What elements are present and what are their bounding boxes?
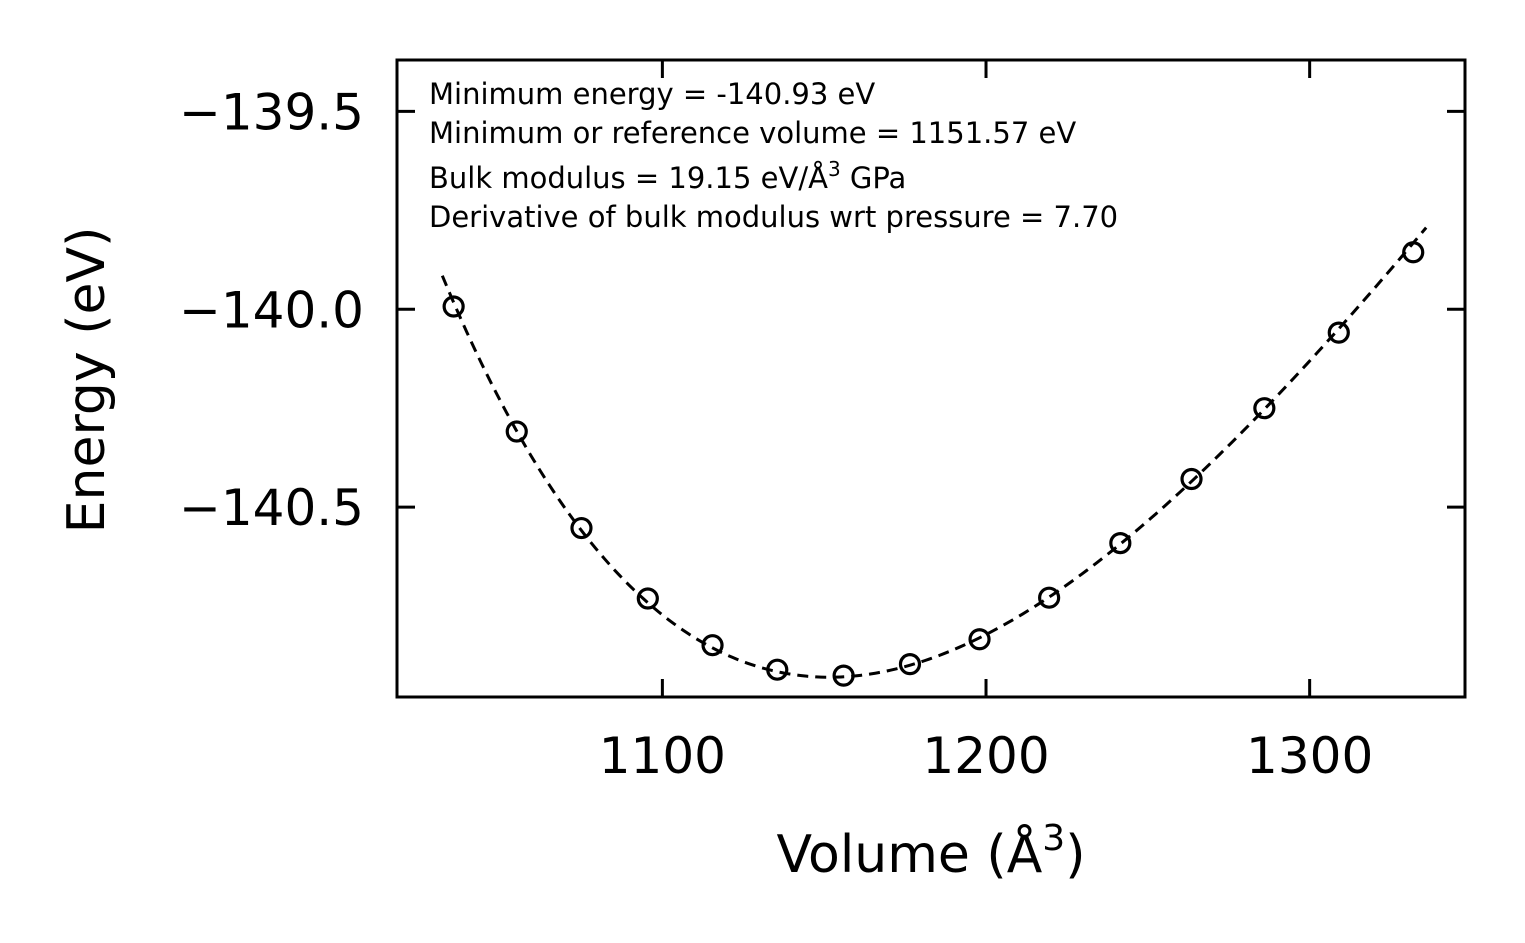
data-point bbox=[766, 658, 789, 681]
x-tick-label: 1200 bbox=[922, 727, 1049, 785]
y-axis-label: Energy (eV) bbox=[57, 227, 117, 534]
data-points bbox=[442, 241, 1425, 687]
fit-curve bbox=[440, 226, 1428, 679]
annotation-ref-volume: Minimum or reference volume = 1151.57 eV bbox=[429, 116, 1076, 150]
data-point bbox=[968, 628, 991, 651]
annotation-min-energy: Minimum energy = -140.93 eV bbox=[429, 77, 875, 111]
plot-frame bbox=[395, 58, 1467, 699]
data-point bbox=[1402, 241, 1425, 264]
annotation-bulk-modulus: Bulk modulus = 19.15 eV/Å3 GPa bbox=[429, 157, 906, 195]
data-point bbox=[505, 420, 528, 443]
data-point bbox=[832, 664, 855, 687]
data-point bbox=[1038, 586, 1061, 609]
data-point bbox=[570, 516, 593, 540]
x-tick-label: 1300 bbox=[1246, 727, 1373, 785]
x-axis-label: Volume (Å3) bbox=[777, 818, 1086, 885]
x-axis-label-close: ) bbox=[1065, 825, 1085, 885]
y-tick-label: −140.0 bbox=[179, 281, 364, 339]
data-point bbox=[636, 587, 659, 610]
bulk-modulus-unit: GPa bbox=[841, 161, 907, 195]
y-tick-label: −139.5 bbox=[179, 83, 364, 141]
x-tick-label: 1100 bbox=[599, 727, 726, 785]
annotation-bulk-modulus-derivative: Derivative of bulk modulus wrt pressure … bbox=[429, 200, 1118, 234]
bulk-modulus-text: Bulk modulus = 19.15 eV/Å bbox=[429, 161, 828, 195]
tick-labels: 1100 1200 1300 −139.5 −140.0 −140.5 bbox=[179, 83, 1373, 785]
bulk-modulus-sup: 3 bbox=[828, 157, 841, 181]
data-point bbox=[1327, 321, 1350, 344]
data-point bbox=[442, 295, 465, 318]
data-point bbox=[898, 653, 922, 676]
data-point bbox=[1253, 397, 1276, 420]
x-axis-label-text: Volume (Å bbox=[777, 823, 1043, 885]
annotation-box: Minimum energy = -140.93 eV Minimum or r… bbox=[429, 77, 1118, 234]
y-tick-label: −140.5 bbox=[179, 479, 364, 537]
data-point bbox=[701, 634, 724, 657]
data-point bbox=[1180, 467, 1203, 491]
axis-ticks bbox=[397, 60, 1465, 697]
data-point bbox=[1109, 531, 1132, 555]
x-axis-label-sup: 3 bbox=[1042, 818, 1065, 859]
